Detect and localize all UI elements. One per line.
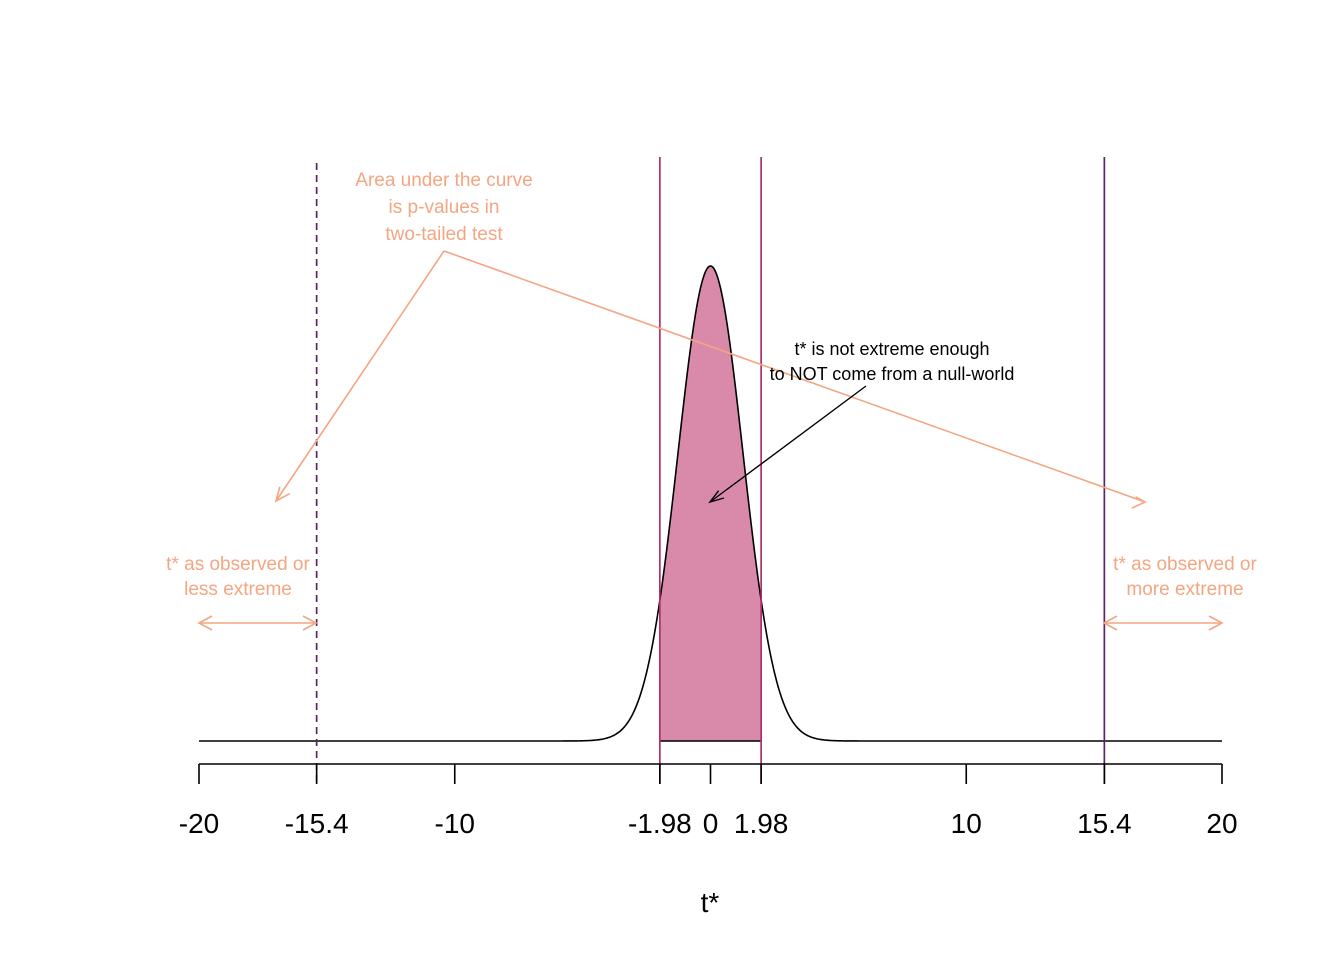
x-tick-label: -20 [179, 808, 219, 839]
density-curve [199, 265, 1222, 742]
left-region-annotation: t* as observed or less extreme [166, 554, 318, 631]
null-world-arrow [709, 385, 867, 503]
right-region-label-line-2: more extreme [1126, 579, 1243, 600]
p-value-note-line-3: two-tailed test [385, 224, 503, 245]
null-world-note-line-2: to NOT come from a null-world [770, 364, 1015, 384]
x-tick-label: 15.4 [1077, 808, 1132, 839]
null-world-annotation: t* is not extreme enough to NOT come fro… [708, 339, 1015, 504]
null-world-note-line-1: t* is not extreme enough [794, 339, 989, 359]
right-region-annotation: t* as observed or more extreme [1102, 554, 1257, 631]
right-region-arrow-head-left [1102, 615, 1118, 631]
p-value-arrow-right-head [1131, 496, 1147, 509]
x-tick-label: -1.98 [628, 808, 692, 839]
x-tick-label: -15.4 [285, 808, 349, 839]
p-value-note-line-1: Area under the curve [355, 170, 532, 191]
x-tick-label: 20 [1206, 808, 1237, 839]
p-value-note-line-2: is p-values in [389, 197, 500, 218]
left-region-arrow-head-left [197, 615, 213, 631]
shaded-area-non-extreme [659, 266, 762, 741]
right-region-label-line-1: t* as observed or [1113, 554, 1257, 575]
x-tick-label: -10 [435, 808, 475, 839]
p-value-arrow-left [275, 250, 445, 502]
p-value-arrow-right [443, 250, 1146, 503]
x-tick-label: 1.98 [734, 808, 789, 839]
null-world-arrow-head [708, 490, 725, 504]
p-value-arrow-left-head [274, 486, 291, 503]
left-region-arrow-head-right [302, 615, 318, 631]
x-axis-title: t* [701, 887, 720, 918]
right-region-arrow-head-right [1208, 615, 1224, 631]
x-tick-label: 10 [951, 808, 982, 839]
p-value-annotation: Area under the curve is p-values in two-… [274, 170, 1147, 509]
left-region-label-line-2: less extreme [184, 579, 292, 600]
left-region-label-line-1: t* as observed or [166, 554, 310, 575]
x-tick-label: 0 [703, 808, 719, 839]
